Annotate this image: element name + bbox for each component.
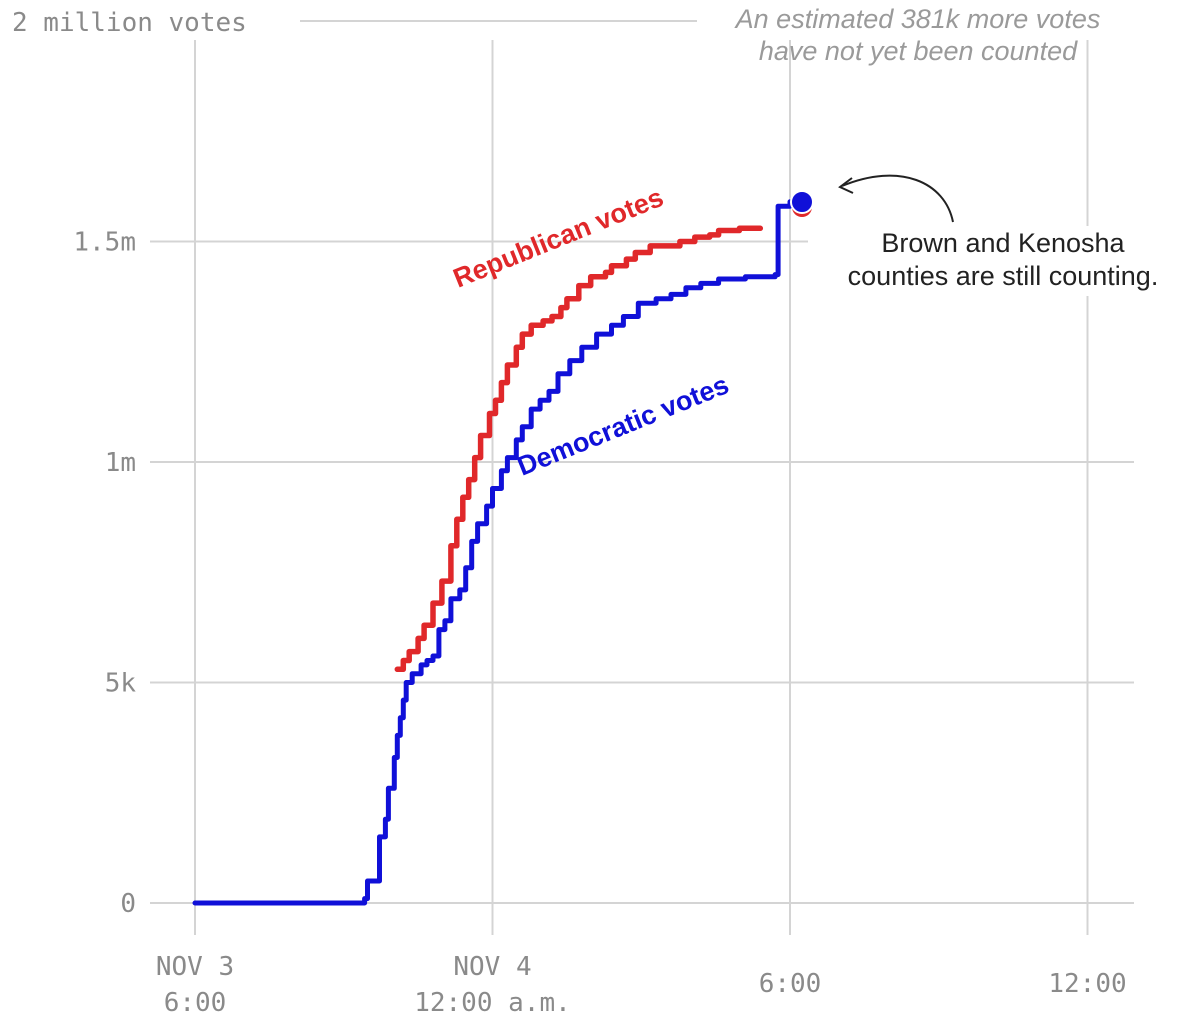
x-tick-label-1-line2: 12:00 a.m. — [414, 988, 571, 1018]
uncounted-annotation-line1: An estimated 381k more votes — [734, 4, 1101, 34]
democratic-end-marker — [790, 190, 814, 214]
series-line-republican — [394, 225, 764, 673]
x-axis-tick-labels: NOV 3 6:00 NOV 4 12:00 a.m. 6:00 12:00 — [156, 952, 1127, 1018]
vertical-gridlines — [194, 40, 1089, 935]
series-label-republican: Republican votes — [449, 182, 668, 294]
series-line-democratic — [192, 199, 805, 906]
series-label-democratic: Democratic votes — [513, 369, 733, 481]
x-tick-label-0-line2: 6:00 — [164, 988, 227, 1018]
y-tick-label-1: 5k — [105, 669, 137, 699]
x-tick-label-3: 12:00 — [1048, 969, 1126, 999]
callout-arrow — [841, 174, 954, 223]
callout-background — [808, 226, 1200, 296]
y-tick-label-3: 1.5m — [73, 228, 136, 258]
callout-line2: counties are still counting. — [848, 261, 1159, 291]
y-top-label: 2 million votes — [12, 8, 247, 38]
y-tick-label-2: 1m — [105, 448, 136, 478]
callout-arrowhead — [838, 177, 854, 194]
y-tick-label-0: 0 — [120, 889, 136, 919]
horizontal-gridlines — [150, 240, 1134, 904]
uncounted-annotation-line2: have not yet been counted — [759, 36, 1078, 66]
x-tick-label-1-line1: NOV 4 — [453, 952, 531, 982]
callout-line1: Brown and Kenosha — [881, 228, 1125, 258]
x-tick-label-2: 6:00 — [759, 969, 822, 999]
x-tick-label-0-line1: NOV 3 — [156, 952, 234, 982]
y-axis-tick-labels: 0 5k 1m 1.5m — [73, 228, 136, 920]
series-lines — [192, 199, 805, 906]
